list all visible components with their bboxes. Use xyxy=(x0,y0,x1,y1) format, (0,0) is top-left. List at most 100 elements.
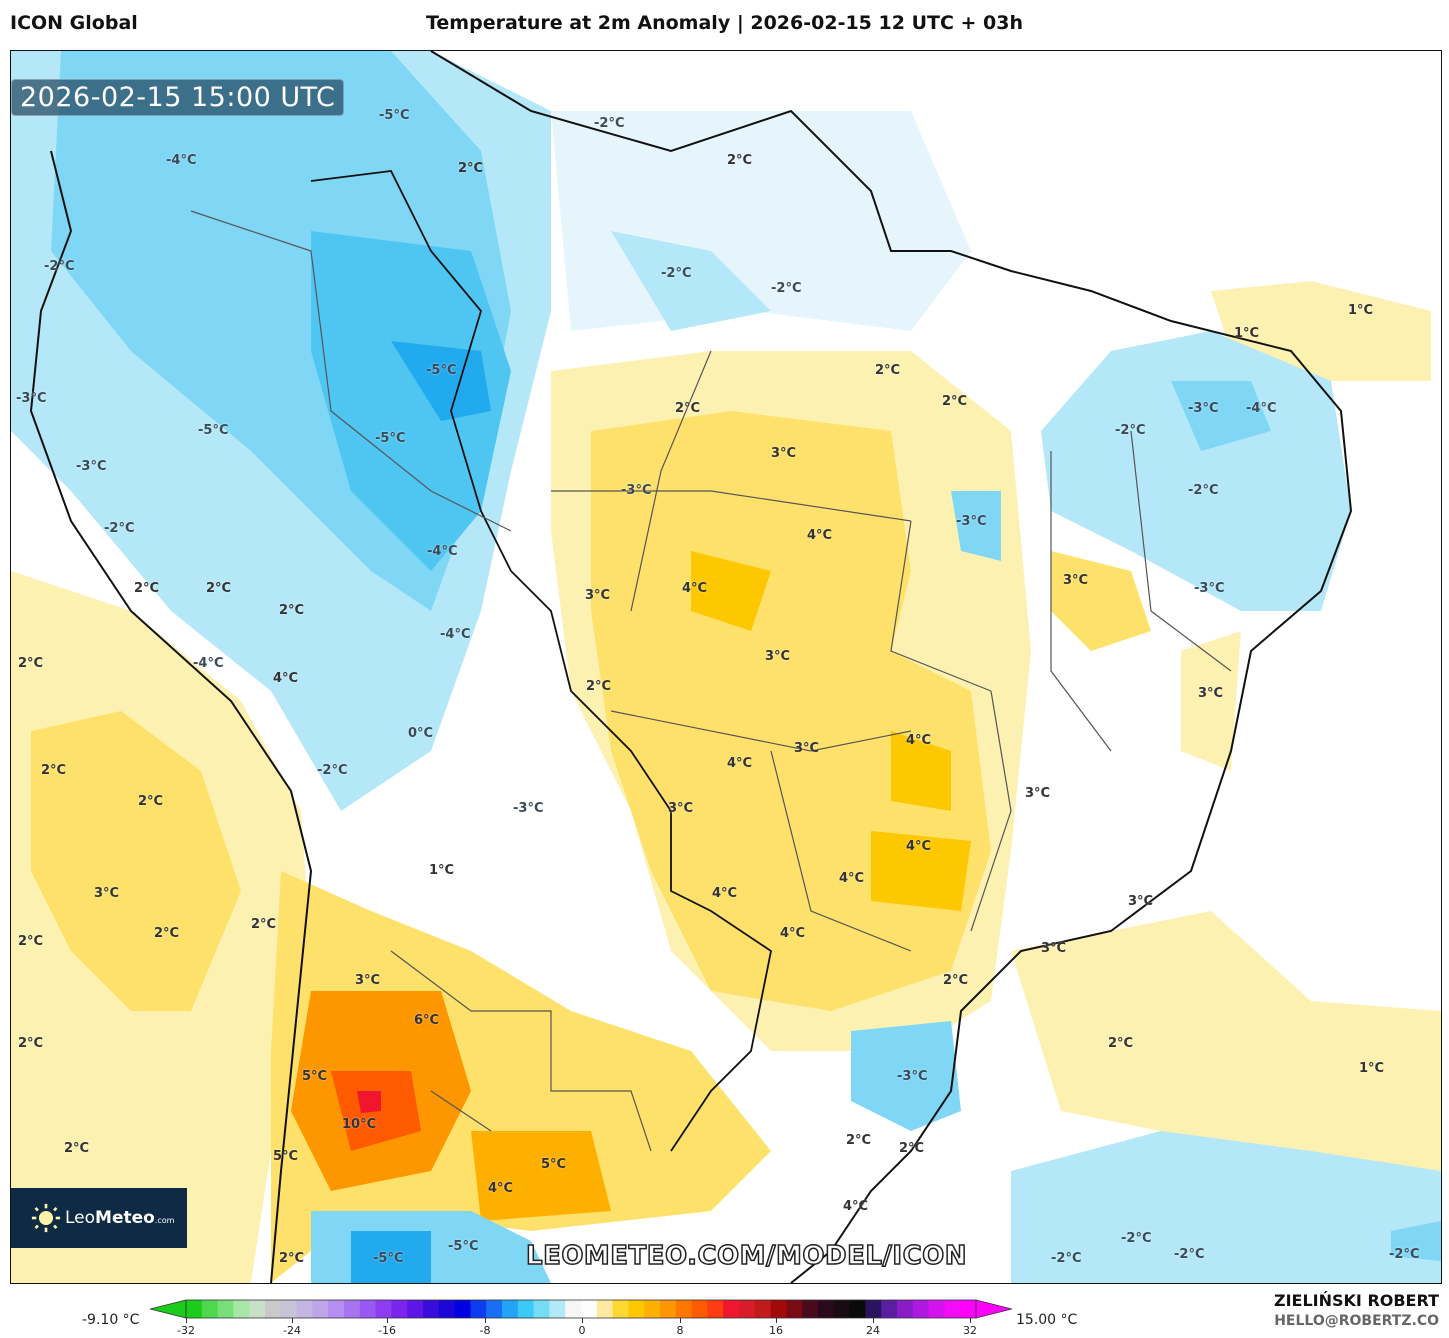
contour-label: 2°C xyxy=(41,763,67,778)
contour-label: -3°C xyxy=(621,483,652,498)
colorbar-tick-mark xyxy=(680,1318,681,1323)
anomaly-map: 2026-02-15 15:00 UTC -5°C -2°C 2°C -4°C 2°C -… xyxy=(10,50,1442,1284)
contour-label: 2°C xyxy=(899,1141,925,1156)
contour-label: 4°C xyxy=(488,1181,514,1196)
contour-label: -3°C xyxy=(956,514,987,529)
contour-label: 5°C xyxy=(541,1157,567,1172)
contour-label: 2°C xyxy=(18,656,44,671)
colorbar-tick: -16 xyxy=(378,1324,396,1337)
contour-label: -4°C xyxy=(440,627,471,642)
watermark-url: LEOMETEO.COM/MODEL/ICON xyxy=(525,1240,968,1272)
contour-label: -2°C xyxy=(1174,1247,1205,1262)
contour-label: -3°C xyxy=(1188,401,1219,416)
contour-label: -4°C xyxy=(193,656,224,671)
contour-label: 3°C xyxy=(94,886,120,901)
contour-label: -4°C xyxy=(166,153,197,168)
contour-label: 4°C xyxy=(780,926,806,941)
contour-label: -3°C xyxy=(897,1069,928,1084)
contour-label: 3°C xyxy=(1063,573,1089,588)
contour-label: 2°C xyxy=(279,1251,305,1266)
contour-label: 2°C xyxy=(875,363,901,378)
map-title-text: Temperature at 2m Anomaly | 2026-02-15 1… xyxy=(425,12,1024,34)
colorbar-tick: -24 xyxy=(283,1324,301,1337)
brand-bold: Meteo xyxy=(95,1208,155,1228)
colorbar xyxy=(150,1299,1012,1319)
contour-label: -5°C xyxy=(198,423,229,438)
sun-icon xyxy=(31,1203,61,1233)
contour-label: 1°C xyxy=(1359,1061,1385,1076)
colorbar-tick-mark xyxy=(387,1318,388,1323)
contour-label: -2°C xyxy=(317,763,348,778)
colorbar-tick-mark xyxy=(776,1318,777,1323)
contour-label: -5°C xyxy=(375,431,406,446)
contour-label: -5°C xyxy=(448,1239,479,1254)
colorbar-tick: 32 xyxy=(963,1324,977,1337)
colorbar-tick-mark xyxy=(873,1318,874,1323)
contour-label: -3°C xyxy=(16,391,47,406)
contour-label: 6°C xyxy=(414,1013,440,1028)
contour-label: 4°C xyxy=(843,1199,869,1214)
contour-label: 2°C xyxy=(279,603,305,618)
colorbar-tick-mark xyxy=(485,1318,486,1323)
contour-label: 4°C xyxy=(712,886,738,901)
map-canvas xyxy=(11,51,1441,1283)
contour-label: -4°C xyxy=(1246,401,1277,416)
colorbar-tick: 24 xyxy=(866,1324,880,1337)
brand-text: LeoMeteo.com xyxy=(65,1208,174,1228)
contour-label: 2°C xyxy=(458,161,484,176)
contour-label: 3°C xyxy=(668,801,694,816)
contour-label: 10°C xyxy=(342,1117,377,1132)
contour-label: 2°C xyxy=(943,973,969,988)
author-email: HELLO@ROBERTZ.CO xyxy=(1274,1313,1439,1329)
contour-label: 3°C xyxy=(1128,894,1154,909)
colorbar-tick-mark xyxy=(970,1318,971,1323)
contour-label: 2°C xyxy=(727,153,753,168)
contour-label: 2°C xyxy=(1108,1036,1134,1051)
contour-label: 3°C xyxy=(355,973,381,988)
contour-label: 2°C xyxy=(138,794,164,809)
contour-label: 5°C xyxy=(302,1069,328,1084)
contour-label: 3°C xyxy=(794,741,820,756)
contour-label: -2°C xyxy=(1121,1231,1152,1246)
contour-label: 4°C xyxy=(906,733,932,748)
contour-label: -2°C xyxy=(104,521,135,536)
valid-time-badge: 2026-02-15 15:00 UTC xyxy=(11,79,345,116)
contour-label: 2°C xyxy=(154,926,180,941)
brand-suffix: .com xyxy=(154,1216,175,1225)
contour-label: -5°C xyxy=(426,363,457,378)
colorbar-tick-mark xyxy=(292,1318,293,1323)
model-name: ICON Global xyxy=(10,12,138,34)
contour-label: 4°C xyxy=(273,671,299,686)
colorbar-tick: -32 xyxy=(177,1324,195,1337)
contour-label: -2°C xyxy=(594,116,625,131)
contour-label: -2°C xyxy=(771,281,802,296)
contour-label: -2°C xyxy=(661,266,692,281)
contour-label: 3°C xyxy=(765,649,791,664)
colorbar-min-label: -9.10 °C xyxy=(82,1312,140,1328)
contour-label: 1°C xyxy=(429,863,455,878)
contour-label: 1°C xyxy=(1234,326,1260,341)
contour-label: 2°C xyxy=(586,679,612,694)
contour-label: -2°C xyxy=(1051,1251,1082,1266)
contour-label: -4°C xyxy=(427,544,458,559)
contour-label: 2°C xyxy=(134,581,160,596)
contour-label: 3°C xyxy=(1041,941,1067,956)
colorbar-tick: -8 xyxy=(479,1324,491,1337)
contour-label: -5°C xyxy=(373,1251,404,1266)
author-name: ZIELIŃSKI ROBERT xyxy=(1273,1291,1439,1310)
brand-prefix: Leo xyxy=(65,1208,96,1228)
contour-label: -3°C xyxy=(76,459,107,474)
contour-label: 2°C xyxy=(846,1133,872,1148)
contour-label: -2°C xyxy=(1115,423,1146,438)
contour-label: -3°C xyxy=(513,801,544,816)
contour-label: 3°C xyxy=(1198,686,1224,701)
contour-label: 1°C xyxy=(1348,303,1374,318)
contour-label: 2°C xyxy=(942,394,968,409)
colorbar-tick-mark xyxy=(186,1318,187,1323)
contour-label: -3°C xyxy=(1194,581,1225,596)
colorbar-max-label: 15.00 °C xyxy=(1016,1312,1078,1328)
contour-label: 5°C xyxy=(273,1149,299,1164)
contour-label: 4°C xyxy=(906,839,932,854)
contour-label: 3°C xyxy=(585,588,611,603)
contour-label: 3°C xyxy=(771,446,797,461)
